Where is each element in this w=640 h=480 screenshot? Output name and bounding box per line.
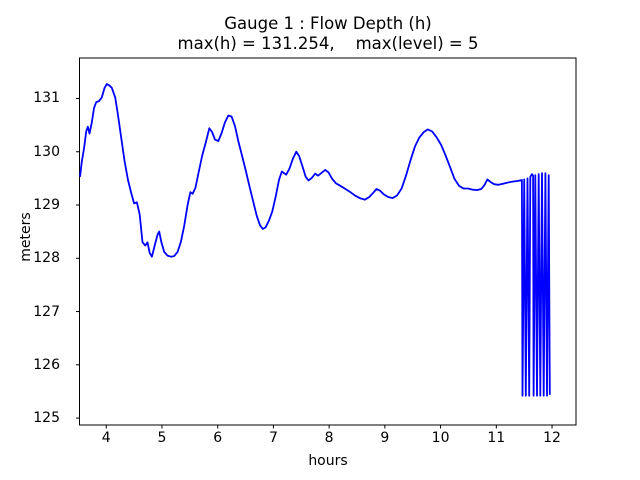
title-block: Gauge 1 : Flow Depth (h) max(h) = 131.25… xyxy=(79,14,577,54)
chart-title: Gauge 1 : Flow Depth (h) xyxy=(224,14,432,33)
flow-depth-line xyxy=(79,83,551,397)
y-tick-label: 125 xyxy=(33,410,60,427)
y-tick-label: 127 xyxy=(33,303,60,320)
chart-subtitle: max(h) = 131.254, max(level) = 5 xyxy=(177,34,479,53)
tick-marks xyxy=(76,97,553,429)
axes-border xyxy=(79,57,577,426)
x-tick-label: 8 xyxy=(324,430,334,446)
y-tick-label: 126 xyxy=(33,356,60,373)
x-tick-label: 6 xyxy=(213,430,223,446)
y-axis-label: meters xyxy=(18,212,34,262)
y-tick-label: 129 xyxy=(33,197,60,213)
x-axis-label: hours xyxy=(308,453,348,469)
x-tick-label: 9 xyxy=(380,430,390,446)
x-tick-label: 5 xyxy=(157,430,167,446)
x-tick-label: 4 xyxy=(101,430,111,446)
y-tick-label: 128 xyxy=(33,250,60,267)
x-tick-label: 7 xyxy=(268,430,278,446)
y-tick-label: 130 xyxy=(33,143,60,160)
x-tick-label: 12 xyxy=(543,430,561,446)
x-tick-label: 10 xyxy=(431,430,450,446)
x-tick-label: 11 xyxy=(487,430,506,446)
y-tick-label: 131 xyxy=(33,90,60,107)
